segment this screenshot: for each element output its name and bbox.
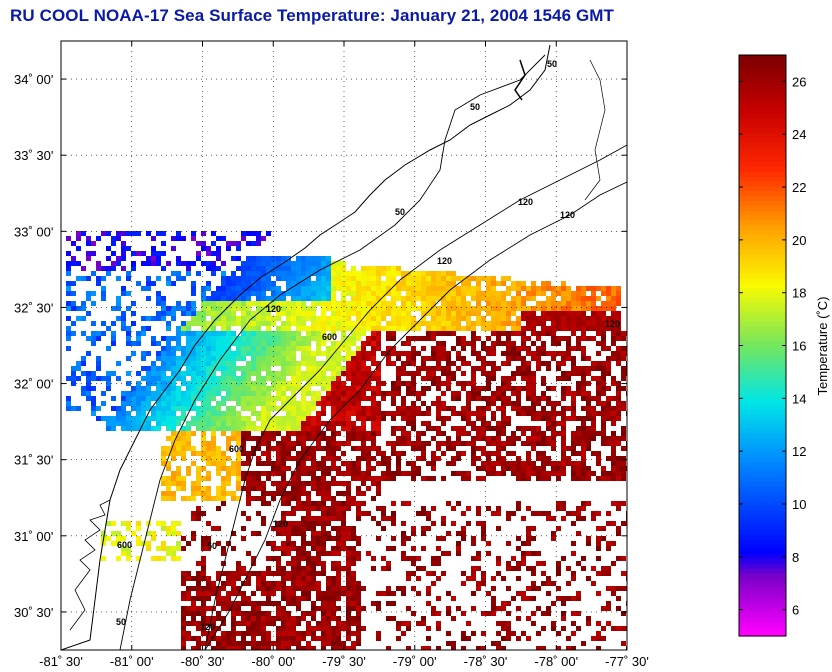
longitude-tick-label: -78˚ 00' (534, 654, 578, 669)
latitude-tick-label: 33˚ 00' (14, 224, 53, 239)
isobath-label: 120 (518, 197, 533, 207)
latitude-tick-label: 33˚ 30' (14, 148, 53, 163)
map-title: RU COOL NOAA-17 Sea Surface Temperature:… (10, 6, 615, 25)
latitude-tick-label: 31˚ 30' (14, 453, 53, 468)
latitude-tick-label: 31˚ 00' (14, 529, 53, 544)
longitude-labels: -81˚ 30' -81˚ 00' -80˚ 30' -80˚ 00' -79˚ 30'… (39, 654, 649, 669)
isobath-label: 120 (200, 622, 215, 632)
colorbar-tick-label: 22 (792, 180, 806, 195)
colorbar-tick-label: 16 (792, 339, 806, 354)
colorbar-tick-label: 26 (792, 74, 806, 89)
latitude-labels: 34˚ 00' 33˚ 30' 33˚ 00' 32˚ 30' 32˚ 00' 31˚ 3… (14, 72, 53, 620)
isobath-label: 120 (437, 256, 452, 266)
sst-data-layer (66, 231, 627, 650)
longitude-tick-label: -80˚ 30' (181, 654, 225, 669)
isobath-label: 600 (322, 332, 337, 342)
isobath-label: 600 (117, 540, 132, 550)
latitude-tick-label: 32˚ 00' (14, 377, 53, 392)
longitude-tick-label: -81˚ 30' (39, 654, 83, 669)
coastline-layer: 50 50 50 120 120 120 120 120 600 600 600 50 120 50 120 (61, 44, 627, 650)
colorbar-gradient (739, 55, 786, 637)
longitude-tick-label: -79˚ 00' (393, 654, 437, 669)
longitude-tick-label: -78˚ 30' (464, 654, 508, 669)
longitude-tick-label: -79˚ 30' (322, 654, 366, 669)
longitude-tick-label: -80˚ 00' (251, 654, 295, 669)
colorbar-ticks: 6 8 10 12 14 16 18 20 22 24 26 (739, 74, 806, 618)
isobath-label: 120 (605, 319, 620, 329)
isobath-label: 600 (229, 444, 244, 454)
isobath-label: 120 (560, 210, 575, 220)
colorbar-tick-label: 24 (792, 127, 806, 142)
isobath-label: 50 (547, 59, 557, 69)
colorbar-tick-label: 10 (792, 497, 806, 512)
colorbar-tick-label: 20 (792, 233, 806, 248)
colorbar-label: Temperature (˚C) (815, 297, 830, 396)
isobath-label: 50 (470, 102, 480, 112)
isobath-label: 50 (395, 207, 405, 217)
colorbar-tick-label: 6 (792, 603, 799, 618)
isobath-label: 120 (273, 519, 288, 529)
latitude-tick-label: 30˚ 30' (14, 605, 53, 620)
colorbar-tick-label: 18 (792, 286, 806, 301)
colorbar-tick-label: 14 (792, 391, 806, 406)
latitude-tick-label: 32˚ 30' (14, 300, 53, 315)
isobath-label: 120 (266, 304, 281, 314)
colorbar-tick-label: 8 (792, 550, 799, 565)
isobath-label: 50 (207, 541, 217, 551)
map-frame (60, 40, 628, 651)
colorbar-tick-label: 12 (792, 444, 806, 459)
isobath-label: 50 (116, 617, 126, 627)
longitude-tick-label: -81˚ 00' (110, 654, 154, 669)
latitude-tick-label: 34˚ 00' (14, 72, 53, 87)
longitude-tick-label: -77˚ 30' (605, 654, 649, 669)
